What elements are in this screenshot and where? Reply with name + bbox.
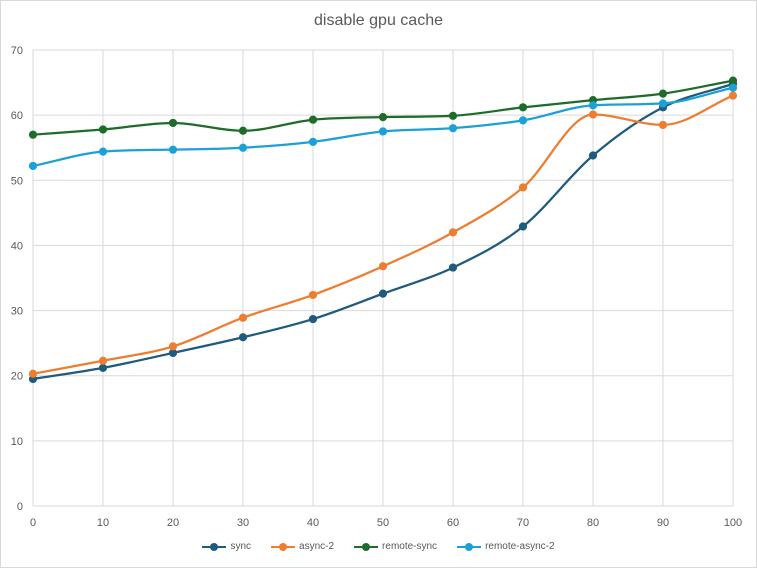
- data-point-remote-async-2: [28, 161, 38, 171]
- data-point-sync: [448, 263, 458, 272]
- legend-item-remote-sync: remote-sync: [354, 541, 437, 552]
- x-tick-label: 30: [237, 517, 249, 529]
- data-point-remote-sync: [658, 89, 668, 98]
- data-point-async-2: [168, 342, 178, 351]
- x-tick-label: 40: [307, 517, 319, 529]
- data-point-remote-async-2: [378, 127, 388, 136]
- data-point-async-2: [378, 262, 388, 271]
- data-point-remote-sync: [168, 118, 178, 128]
- legend-item-sync: sync: [202, 541, 251, 552]
- data-point-async-2: [98, 356, 108, 365]
- series-sync: [28, 79, 738, 384]
- data-point-remote-async-2: [98, 147, 108, 156]
- data-point-remote-sync: [308, 115, 318, 124]
- x-tick-label: 70: [517, 517, 529, 529]
- data-point-sync: [378, 289, 388, 298]
- legend-swatch: [457, 542, 482, 552]
- x-tick-label: 20: [167, 517, 179, 529]
- legend-item-async-2: async-2: [271, 541, 334, 552]
- y-tick-label: 40: [11, 240, 23, 252]
- x-axis-tick-labels: 0 10 20 30 40 50 60 70 80 90 100: [30, 517, 742, 529]
- x-tick-label: 90: [657, 517, 669, 529]
- data-point-remote-async-2: [658, 99, 668, 108]
- data-point-remote-sync: [98, 125, 108, 134]
- data-point-remote-sync: [378, 112, 388, 122]
- y-tick-label: 20: [11, 371, 23, 383]
- y-tick-label: 10: [11, 436, 23, 448]
- data-point-remote-sync: [448, 111, 458, 120]
- data-point-remote-async-2: [448, 124, 458, 133]
- data-point-sync: [588, 151, 598, 160]
- data-point-async-2: [728, 91, 738, 100]
- data-point-sync: [238, 333, 248, 342]
- data-point-async-2: [238, 313, 248, 322]
- x-tick-label: 60: [447, 517, 459, 529]
- chart-title: disable gpu cache: [314, 12, 443, 29]
- data-point-remote-sync: [518, 103, 528, 112]
- data-point-sync: [518, 222, 528, 231]
- x-tick-label: 10: [97, 517, 109, 529]
- series-layer: [28, 76, 738, 384]
- y-tick-label: 0: [17, 501, 23, 513]
- data-point-async-2: [448, 228, 458, 237]
- data-point-remote-async-2: [518, 116, 528, 125]
- legend-label: sync: [230, 541, 252, 552]
- x-tick-label: 100: [724, 517, 742, 529]
- data-point-sync: [308, 314, 318, 324]
- series-async-2: [28, 91, 738, 378]
- data-point-sync: [98, 363, 108, 372]
- series-line-async-2: [32, 94, 734, 375]
- data-point-remote-sync: [238, 126, 248, 135]
- legend-swatch: [354, 542, 379, 552]
- legend: sync async-2 remote-sync remote-async-2: [0, 541, 757, 552]
- y-axis-tick-labels: 0 10 20 30 40 50 60 70: [11, 45, 23, 513]
- series-remote-async-2: [28, 83, 738, 171]
- legend-label: async-2: [299, 541, 335, 552]
- legend-label: remote-sync: [382, 541, 438, 552]
- data-point-async-2: [658, 120, 668, 130]
- legend-item-remote-async-2: remote-async-2: [457, 541, 555, 552]
- data-point-async-2: [28, 369, 38, 378]
- data-point-remote-async-2: [168, 145, 178, 154]
- data-point-remote-sync: [28, 130, 38, 139]
- legend-swatch: [271, 542, 296, 552]
- x-tick-label: 50: [377, 517, 389, 529]
- data-point-remote-async-2: [588, 101, 598, 110]
- data-point-remote-async-2: [238, 143, 248, 152]
- data-point-remote-async-2: [308, 137, 318, 146]
- y-tick-label: 50: [11, 175, 23, 187]
- data-point-async-2: [308, 290, 318, 300]
- y-tick-label: 30: [11, 306, 23, 318]
- data-point-remote-sync: [728, 76, 738, 85]
- data-point-async-2: [518, 183, 528, 192]
- y-tick-label: 70: [11, 45, 23, 57]
- data-point-async-2: [588, 110, 598, 119]
- x-tick-label: 80: [587, 517, 599, 529]
- legend-label: remote-async-2: [485, 541, 555, 552]
- y-tick-label: 60: [11, 110, 23, 122]
- data-point-remote-async-2: [728, 83, 738, 92]
- x-tick-label: 0: [30, 517, 36, 529]
- series-line-sync: [32, 82, 734, 381]
- legend-swatch: [202, 542, 227, 552]
